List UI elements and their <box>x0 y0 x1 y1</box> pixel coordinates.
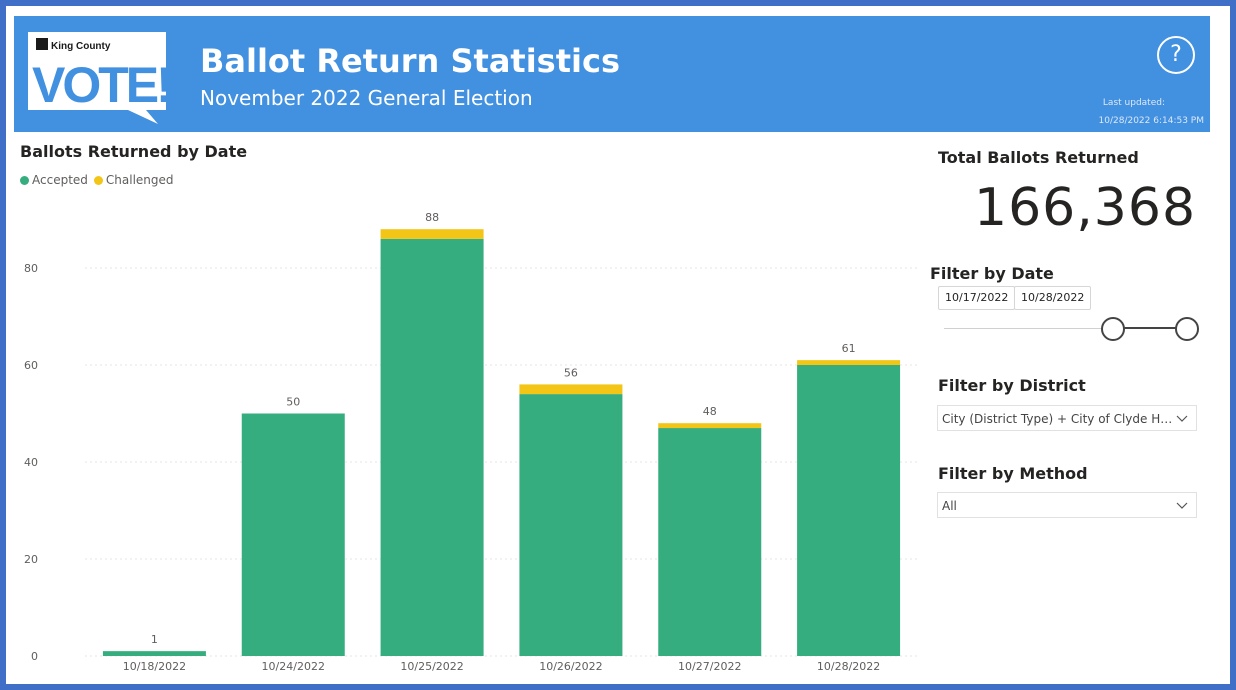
chart-title: Ballots Returned by Date <box>20 142 248 161</box>
date-start-input[interactable]: 10/17/2022 <box>938 286 1016 310</box>
data-label: 48 <box>703 405 717 418</box>
data-label: 88 <box>425 211 439 224</box>
x-tick-label: 10/28/2022 <box>817 660 880 673</box>
logo-big-text: VOTE! <box>32 57 170 113</box>
legend-dot-accepted <box>20 175 29 185</box>
page-subtitle: November 2022 General Election <box>200 86 533 110</box>
bar-accepted[interactable] <box>519 394 623 656</box>
legend-dot-challenged <box>93 175 103 185</box>
legend-label-accepted: Accepted <box>32 173 88 187</box>
y-tick-label: 20 <box>24 553 38 566</box>
y-tick-label: 80 <box>24 262 38 275</box>
chart-legend: Accepted Challenged <box>20 173 180 187</box>
bar-challenged[interactable] <box>380 229 484 239</box>
date-end-input[interactable]: 10/28/2022 <box>1014 286 1092 310</box>
data-label: 50 <box>286 396 300 409</box>
report-header: King County VOTE! Ballot Return Statisti… <box>14 16 1210 132</box>
chevron-down-icon <box>1176 502 1188 509</box>
method-filter-title: Filter by Method <box>938 464 1088 483</box>
page-title: Ballot Return Statistics <box>200 42 620 80</box>
legend-item-accepted[interactable]: Accepted <box>20 173 88 187</box>
total-card-title: Total Ballots Returned <box>938 148 1139 167</box>
data-label: 61 <box>842 342 856 355</box>
bar-challenged[interactable] <box>519 384 623 395</box>
date-slider-range <box>1108 327 1182 329</box>
method-dropdown[interactable]: All <box>937 492 1197 518</box>
bar-challenged[interactable] <box>797 360 901 365</box>
last-updated-value: 10/28/2022 6:14:53 PM <box>1098 116 1204 126</box>
bar-accepted[interactable] <box>102 651 206 656</box>
bar-accepted[interactable] <box>658 428 762 656</box>
data-label: 1 <box>151 633 158 646</box>
bar-accepted[interactable] <box>241 413 345 657</box>
x-tick-label: 10/18/2022 <box>123 660 186 673</box>
total-ballots-value: 166,368 <box>974 178 1197 238</box>
bar-accepted[interactable] <box>797 365 901 656</box>
data-label: 56 <box>564 366 578 379</box>
x-tick-label: 10/25/2022 <box>400 660 463 673</box>
chevron-down-icon <box>1176 415 1188 422</box>
date-slider-track[interactable] <box>944 328 1194 329</box>
y-tick-label: 40 <box>24 456 38 469</box>
ballots-by-date-chart: 0 20 40 60 80 1 10/18/2022 50 10/24/2022 88 10/25/… <box>24 211 918 673</box>
bar-challenged[interactable] <box>658 423 762 429</box>
x-tick-label: 10/24/2022 <box>262 660 325 673</box>
date-slider-start-handle[interactable] <box>1101 317 1125 341</box>
last-updated-label: Last updated: <box>1102 98 1165 108</box>
y-tick-label: 60 <box>24 359 38 372</box>
legend-label-challenged: Challenged <box>105 173 174 187</box>
question-circle-icon[interactable]: ? <box>1157 36 1195 74</box>
date-filter-title: Filter by Date <box>930 264 1054 283</box>
method-dropdown-value: All <box>942 499 957 513</box>
bar-accepted[interactable] <box>380 238 484 656</box>
king-county-vote-logo: King County VOTE! <box>28 32 170 124</box>
logo-small-text: King County <box>51 41 111 52</box>
y-tick-label: 0 <box>31 650 38 663</box>
district-filter-title: Filter by District <box>938 376 1086 395</box>
x-tick-label: 10/27/2022 <box>678 660 741 673</box>
district-dropdown[interactable]: City (District Type) + City of Clyde Hil… <box>937 405 1197 431</box>
district-dropdown-value: City (District Type) + City of Clyde Hil… <box>942 412 1174 426</box>
x-tick-label: 10/26/2022 <box>539 660 602 673</box>
date-slider-end-handle[interactable] <box>1175 317 1199 341</box>
legend-item-challenged[interactable]: Challenged <box>93 173 174 187</box>
